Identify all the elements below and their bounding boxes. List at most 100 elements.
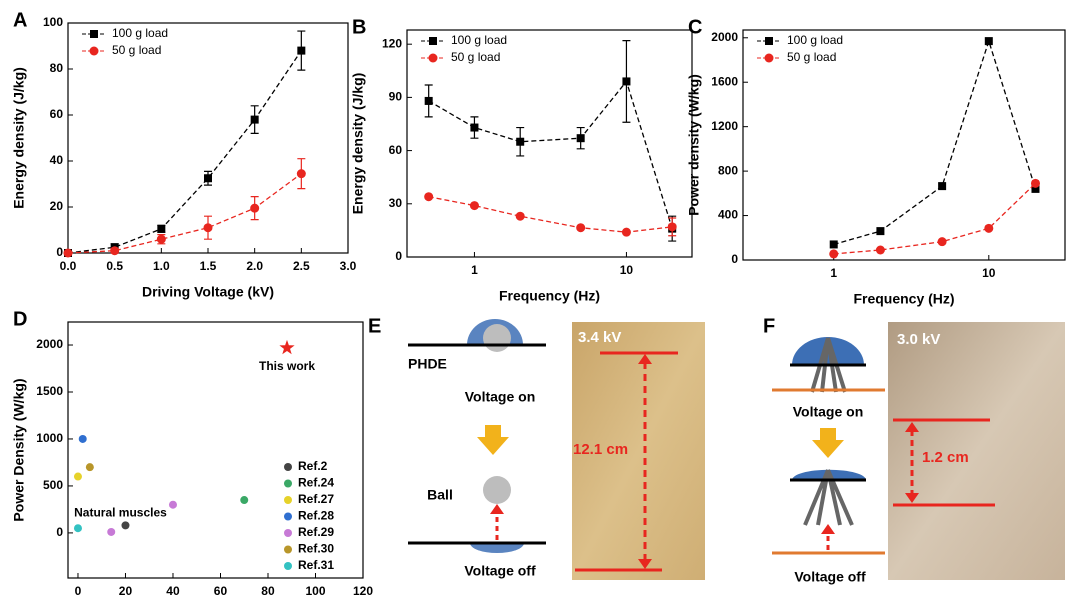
y-tick-label: 60 [389, 143, 403, 157]
point [78, 434, 87, 443]
y-tick-label: 0 [395, 249, 402, 263]
marker [204, 174, 212, 183]
point [121, 521, 130, 530]
marker [829, 240, 838, 249]
x-tick-label: 40 [166, 584, 180, 598]
y-tick-label: 1200 [711, 119, 738, 133]
y-tick-label: 40 [50, 153, 64, 167]
y-tick-label: 800 [718, 163, 738, 177]
diagram-e: E PHDE Voltage on Ball Voltage off 3.4 k… [368, 315, 705, 580]
legend-marker [284, 512, 292, 521]
plot-frame [67, 321, 364, 579]
marker [622, 77, 631, 86]
series-line [428, 196, 673, 233]
annotation: Natural muscles [74, 506, 167, 520]
x-axis-label: Driving Voltage (kV) [142, 284, 274, 300]
legend-marker [284, 479, 292, 488]
y-tick-label: 100 [43, 15, 63, 29]
marker [576, 134, 585, 143]
legend-label: Ref.2 [298, 459, 328, 473]
marker [1030, 178, 1040, 188]
y-tick-label: 0 [731, 252, 738, 266]
x-tick-label: 2.0 [246, 259, 263, 273]
legend-label: Ref.27 [298, 492, 334, 506]
marker [667, 222, 677, 232]
distance-label: 1.2 cm [922, 449, 969, 466]
x-tick-label: 80 [261, 584, 275, 598]
legend-marker [284, 529, 292, 537]
panel-letter: D [13, 308, 27, 330]
legend-label: 50 g load [787, 50, 836, 64]
x-tick-label: 2.5 [293, 259, 310, 273]
legend-label: 100 g load [112, 26, 168, 40]
x-tick-label: 1.5 [200, 259, 217, 273]
y-tick-label: 1000 [36, 431, 63, 445]
label: Voltage on [793, 404, 864, 420]
point [168, 500, 177, 509]
y-tick-label: 400 [718, 208, 738, 222]
label: Ball [427, 487, 453, 503]
voltage-label: 3.4 kV [578, 329, 621, 346]
y-axis-label: Power density (W/kg) [686, 74, 702, 216]
distance-label: 12.1 cm [573, 441, 628, 458]
x-axis-label: Frequency (Hz) [499, 288, 600, 304]
marker [515, 211, 525, 221]
legend-marker [428, 53, 438, 63]
x-tick-label: 120 [353, 584, 373, 598]
marker [876, 227, 885, 236]
y-tick-label: 0 [56, 525, 63, 539]
marker [621, 227, 631, 237]
legend-label: Ref.24 [298, 476, 334, 490]
arrow-head [490, 504, 504, 514]
series-line [428, 80, 673, 229]
x-tick-label: 10 [620, 263, 634, 277]
panel-letter: F [763, 315, 775, 337]
marker [156, 234, 166, 244]
y-tick-label: 90 [389, 90, 403, 104]
marker [938, 182, 947, 191]
arrow [812, 428, 844, 458]
arrow-head [821, 524, 835, 534]
legend-label: Ref.28 [298, 509, 334, 523]
marker [576, 223, 586, 233]
marker [296, 169, 306, 179]
legend-label: 50 g load [451, 50, 500, 64]
x-tick-label: 1 [471, 263, 478, 277]
legend-marker [89, 46, 99, 56]
point [73, 472, 82, 481]
marker [937, 237, 947, 247]
marker [157, 224, 166, 233]
label: Voltage off [464, 563, 536, 579]
marker [424, 96, 433, 105]
y-tick-label: 1600 [711, 74, 738, 88]
point [240, 496, 249, 505]
marker [250, 203, 260, 213]
y-tick-label: 30 [389, 196, 403, 210]
series-line [833, 38, 1037, 246]
x-tick-label: 3.0 [340, 259, 357, 273]
y-tick-label: 2000 [36, 337, 63, 351]
y-tick-label: 60 [50, 107, 64, 121]
panel-letter: E [368, 315, 381, 337]
y-tick-label: 20 [50, 199, 64, 213]
y-tick-label: 120 [382, 36, 402, 50]
x-tick-label: 1.0 [153, 259, 170, 273]
diagram-f: F Voltage on Voltage off 3.0 kV 1.2 cm [763, 315, 1065, 585]
marker [110, 246, 120, 256]
highlight-label: This work [259, 359, 315, 373]
marker [1031, 184, 1040, 193]
ball [483, 476, 511, 504]
x-tick-label: 60 [214, 584, 228, 598]
marker [984, 37, 993, 46]
legend-label: Ref.29 [298, 525, 334, 539]
panel-letter: B [352, 16, 366, 38]
label: PHDE [408, 356, 447, 372]
legend-marker [284, 496, 292, 504]
x-tick-label: 0.0 [60, 259, 77, 273]
marker [470, 123, 479, 132]
y-tick-label: 1500 [36, 384, 63, 398]
panel-letter: C [688, 16, 702, 38]
marker [516, 137, 525, 146]
y-tick-label: 0 [56, 245, 63, 259]
